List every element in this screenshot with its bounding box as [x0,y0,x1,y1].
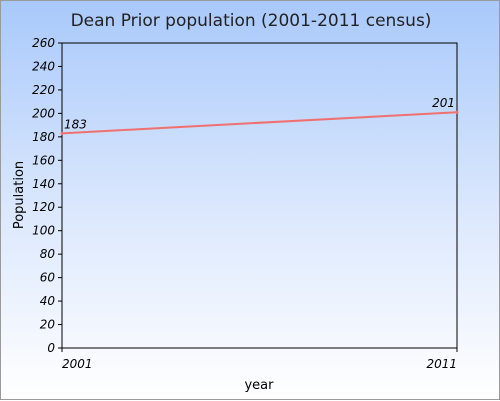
chart-title: Dean Prior population (2001-2011 census) [71,11,432,31]
plot-area [61,42,458,349]
y-tick-label: 160 [32,153,55,167]
data-label: 183 [64,117,87,131]
y-tick-label: 120 [32,200,55,214]
x-tick-label: 2011 [426,357,457,371]
x-axis-label: year [244,378,274,393]
data-label: 201 [432,96,455,110]
y-tick-label: 200 [32,106,55,120]
series-group: 183 201 [60,96,459,135]
x-tick-label: 2001 [62,357,93,371]
y-tick-label: 260 [32,36,55,50]
series-line [61,111,458,135]
y-tick-label: 20 [40,318,56,332]
y-tick-label: 240 [32,59,55,73]
y-tick-label: 140 [32,177,55,191]
y-tick-label: 180 [32,130,55,144]
y-tick-label: 80 [40,247,56,261]
data-point [60,131,64,135]
y-tick-label: 0 [47,341,55,355]
y-tick-label: 220 [32,83,55,97]
y-tick-label: 40 [40,294,56,308]
x-axis-ticks: 2001 2011 [61,348,458,371]
y-axis-ticks: 0 20 40 60 80 100 120 140 160 180 200 220 240 260 [32,36,62,355]
data-point [455,110,459,114]
y-tick-label: 100 [32,224,55,238]
y-axis-label: Population [12,161,27,229]
y-tick-label: 60 [40,271,56,285]
